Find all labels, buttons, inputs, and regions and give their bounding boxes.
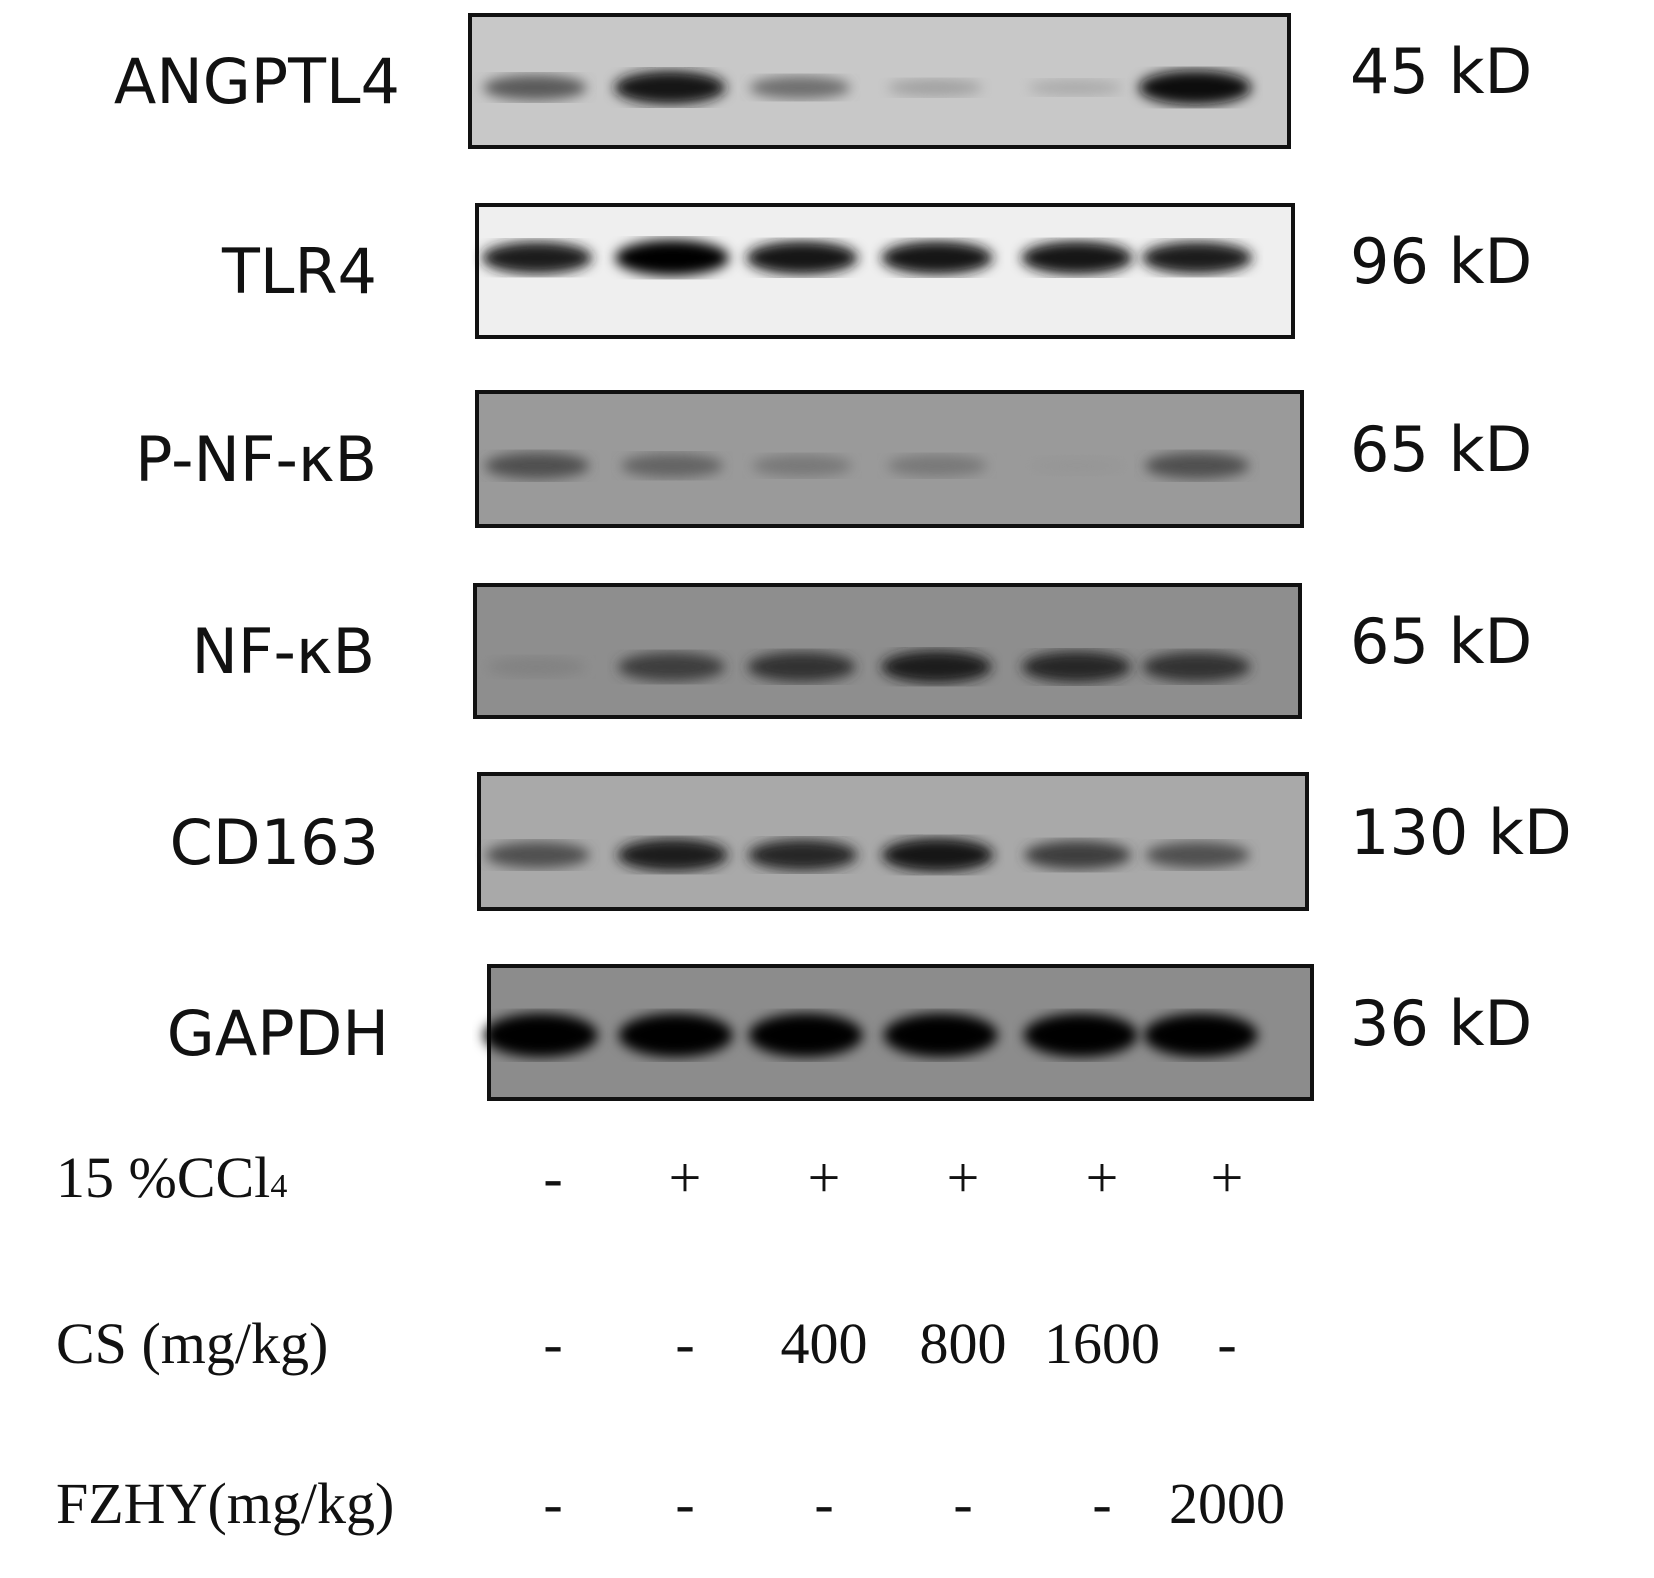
band — [881, 240, 993, 275]
condition-value: - — [953, 1471, 973, 1536]
molecular-weight-label: 65 kD — [1350, 413, 1533, 486]
molecular-weight-label: 65 kD — [1350, 605, 1533, 678]
band — [487, 656, 586, 678]
condition-label-text: 15 %CCl — [56, 1145, 271, 1210]
protein-label: NF-κB — [191, 615, 376, 688]
condition-value: - — [1217, 1311, 1237, 1376]
protein-label: ANGPTL4 — [113, 45, 400, 118]
band — [1023, 1013, 1138, 1058]
band — [618, 1013, 733, 1058]
condition-label-text: CS (mg/kg) — [56, 1311, 329, 1376]
band — [883, 1013, 998, 1058]
condition-value: + — [946, 1145, 980, 1210]
condition-label: 15 %CCl4 — [56, 1144, 287, 1211]
band — [1024, 840, 1132, 870]
band — [748, 1013, 863, 1058]
blot-nf-b — [473, 583, 1302, 719]
band — [1029, 456, 1126, 475]
condition-value: + — [1085, 1145, 1119, 1210]
blot-p-nf-b — [475, 390, 1304, 528]
blot-gapdh — [483, 964, 1314, 1101]
protein-label: TLR4 — [222, 235, 377, 308]
band — [1028, 79, 1122, 96]
band — [617, 838, 728, 872]
subscript: 4 — [270, 1168, 288, 1205]
band — [748, 839, 858, 871]
condition-value: + — [1210, 1145, 1244, 1210]
protein-label: CD163 — [169, 805, 379, 879]
condition-value: + — [668, 1145, 702, 1210]
band — [749, 76, 851, 99]
blot-angptl4 — [468, 13, 1291, 149]
band — [1142, 651, 1251, 682]
condition-value: + — [807, 1145, 841, 1210]
band — [614, 70, 726, 105]
band — [1145, 841, 1250, 869]
molecular-weight-label: 130 kD — [1350, 795, 1572, 869]
molecular-weight-label: 45 kD — [1350, 35, 1533, 108]
band — [1021, 651, 1132, 683]
condition-value: 400 — [780, 1311, 868, 1376]
condition-value: 1600 — [1044, 1311, 1160, 1376]
band — [483, 1013, 598, 1058]
band — [746, 240, 858, 275]
blot-membrane — [473, 583, 1302, 719]
protein-label: P-NF-κB — [135, 423, 377, 496]
band — [483, 75, 587, 101]
band — [621, 453, 724, 478]
condition-value: - — [675, 1471, 695, 1536]
condition-label: FZHY(mg/kg) — [56, 1470, 394, 1537]
band — [1141, 241, 1253, 274]
band — [618, 652, 725, 682]
molecular-weight-label: 36 kD — [1350, 986, 1533, 1060]
band — [1144, 452, 1250, 479]
band — [881, 650, 992, 684]
band — [484, 452, 590, 479]
band — [1143, 1013, 1258, 1058]
protein-label: GAPDH — [166, 996, 389, 1070]
band — [887, 454, 987, 477]
band — [887, 79, 983, 96]
condition-value: - — [814, 1471, 834, 1536]
condition-value: 2000 — [1169, 1471, 1285, 1536]
condition-value: - — [543, 1145, 563, 1210]
band — [881, 838, 994, 872]
condition-value: 800 — [919, 1311, 1007, 1376]
band — [752, 454, 852, 477]
band — [485, 841, 590, 869]
blot-membrane — [475, 203, 1295, 339]
condition-label: CS (mg/kg) — [56, 1310, 328, 1377]
molecular-weight-label: 96 kD — [1350, 225, 1533, 298]
blot-membrane — [477, 772, 1309, 911]
band — [747, 651, 856, 682]
condition-value: - — [543, 1311, 563, 1376]
band — [1138, 70, 1252, 105]
band — [481, 241, 593, 274]
band — [615, 239, 730, 276]
band — [1021, 240, 1133, 275]
condition-value: - — [543, 1471, 563, 1536]
blot-cd163 — [477, 772, 1309, 911]
blot-tlr4 — [475, 203, 1295, 339]
condition-label-text: FZHY(mg/kg) — [56, 1471, 395, 1536]
condition-value: - — [1092, 1471, 1112, 1536]
condition-value: - — [675, 1311, 695, 1376]
